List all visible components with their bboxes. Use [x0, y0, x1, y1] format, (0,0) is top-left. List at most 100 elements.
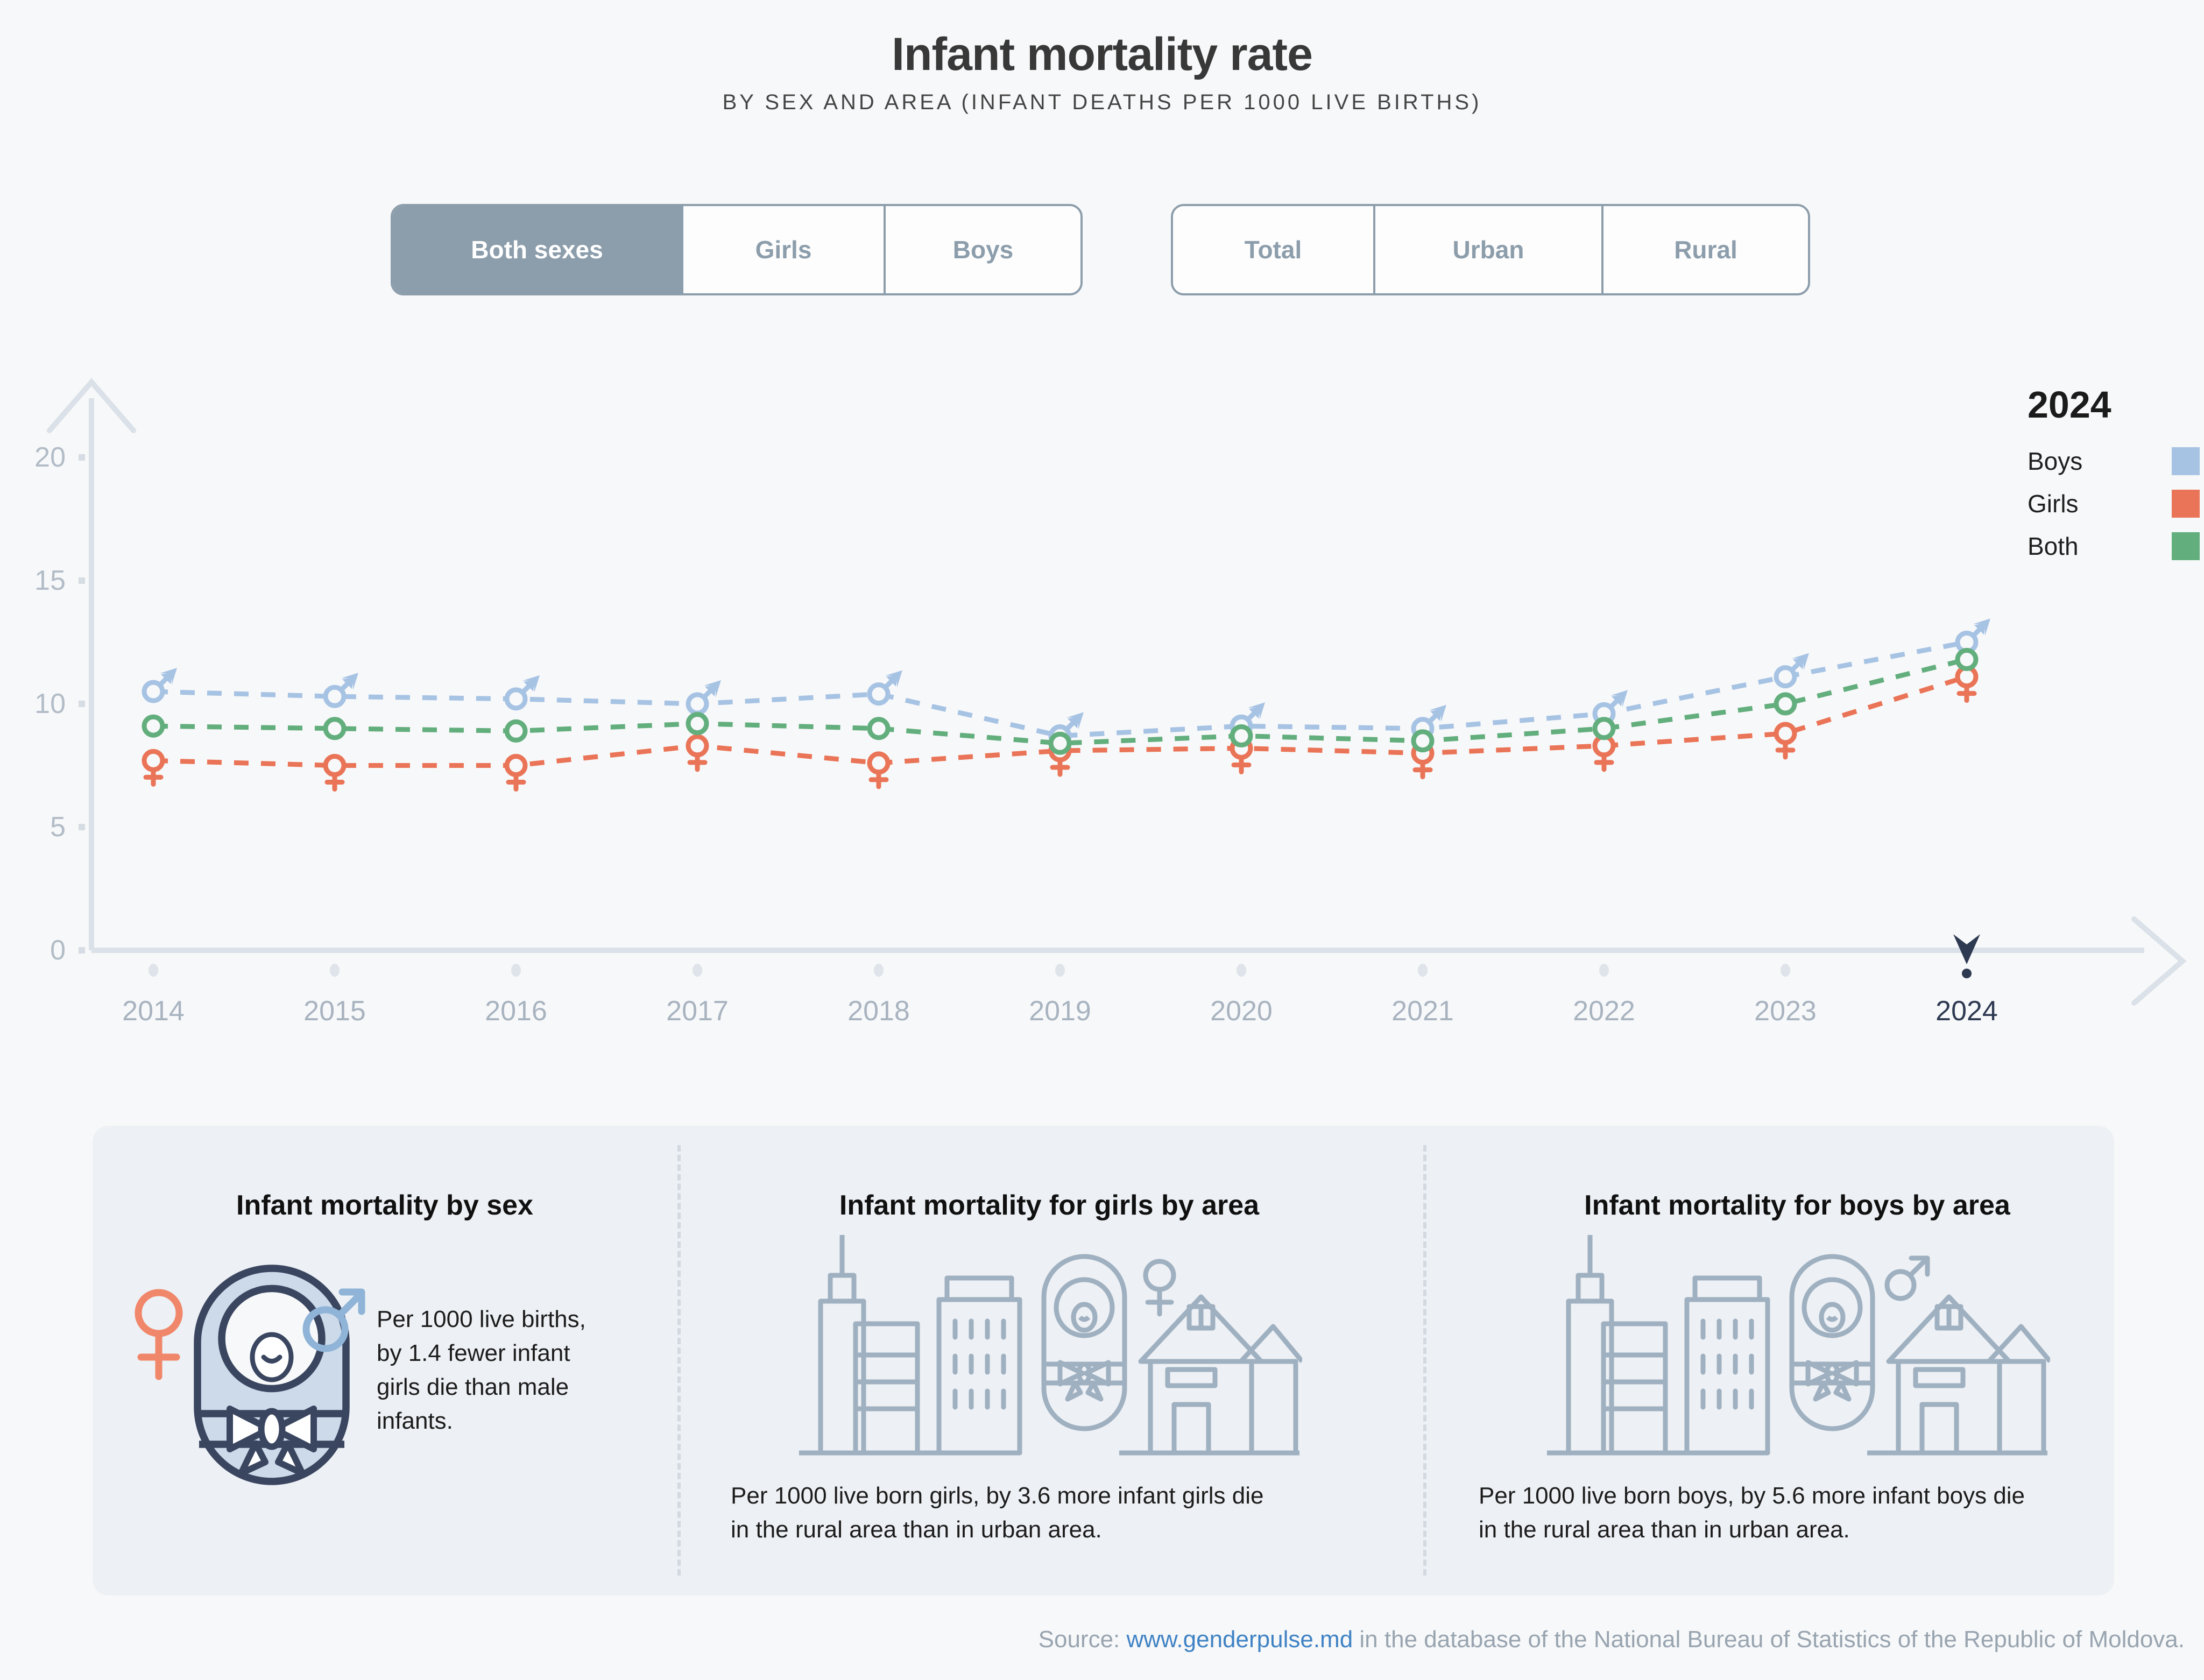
girls-color-swatch-icon [2172, 490, 2200, 518]
data-point-male-marker[interactable] [1774, 653, 1809, 689]
area-filter-rural[interactable]: Rural [1601, 206, 1808, 293]
y-axis-label: 15 [34, 565, 66, 596]
card-text-by-sex: Per 1000 live births, by 1.4 fewer infan… [377, 1306, 586, 1434]
x-axis-label[interactable]: 2014 [122, 996, 185, 1027]
legend-item-girls: Girls [2028, 489, 2200, 518]
series-line-both [153, 657, 1968, 746]
page-title: Infant mortality rate [892, 29, 1313, 80]
data-point-circle-marker[interactable] [1048, 731, 1072, 755]
data-point-female-marker[interactable] [323, 754, 347, 792]
legend-year: 2024 [2028, 384, 2111, 426]
data-point-male-marker[interactable] [1230, 702, 1265, 738]
data-point-female-marker[interactable] [142, 749, 165, 787]
x-axis-label[interactable]: 2020 [1210, 996, 1273, 1027]
card-title-boys-by-area: Infant mortality for boys by area [1584, 1190, 2010, 1221]
data-point-circle-marker[interactable] [1592, 717, 1616, 740]
x-axis-label[interactable]: 2018 [847, 996, 910, 1027]
x-tick-dot [874, 964, 884, 977]
card-title-girls-by-area: Infant mortality for girls by area [839, 1190, 1260, 1221]
data-point-female-marker[interactable] [1955, 665, 1979, 703]
boys-color-swatch-icon [2172, 447, 2200, 475]
x-axis-label[interactable]: 2016 [485, 996, 547, 1027]
data-point-male-marker[interactable] [142, 668, 177, 703]
y-tick [79, 824, 85, 830]
x-tick-dot [511, 964, 521, 977]
x-axis-label[interactable]: 2023 [1754, 996, 1817, 1027]
data-point-male-marker[interactable] [504, 675, 540, 711]
y-tick [79, 947, 85, 954]
x-axis-label[interactable]: 2019 [1029, 996, 1091, 1027]
sex-filter: Both sexes Girls Boys [391, 204, 1083, 295]
data-point-circle-marker[interactable] [142, 714, 165, 738]
source-link[interactable]: www.genderpulse.md [1126, 1626, 1353, 1653]
area-filter-urban[interactable]: Urban [1373, 206, 1601, 293]
y-axis-label: 20 [34, 442, 66, 473]
x-tick-dot [1418, 964, 1428, 977]
sex-filter-both-sexes[interactable]: Both sexes [393, 206, 681, 293]
area-filter: Total Urban Rural [1171, 204, 1810, 295]
legend-label-both: Both [2028, 532, 2079, 560]
legend-item-both: Both [2028, 532, 2200, 561]
y-tick [79, 577, 85, 584]
y-tick [79, 701, 85, 707]
legend-item-boys: Boys [2028, 447, 2200, 476]
y-axis-label: 10 [34, 688, 66, 719]
data-point-female-marker[interactable] [1774, 722, 1797, 760]
source-line: Source: www.genderpulse.md in the databa… [1039, 1626, 2185, 1653]
data-point-circle-marker[interactable] [1955, 648, 1979, 672]
data-point-female-marker[interactable] [686, 734, 709, 772]
x-axis-label[interactable]: 2022 [1573, 996, 1635, 1027]
infant-mortality-line-chart: 0 5 10 15 20 2014 2015 2016 2017 2018 2019 2020 2021… [34, 378, 2187, 1027]
data-point-circle-marker[interactable] [686, 712, 709, 736]
data-point-male-marker[interactable] [686, 680, 721, 716]
y-axis-label: 5 [50, 811, 66, 843]
x-tick-dot [1055, 964, 1065, 977]
urban-rural-girls-illustration-icon [799, 1235, 1302, 1456]
x-axis-label[interactable]: 2017 [666, 996, 729, 1027]
data-point-male-marker[interactable] [323, 673, 358, 708]
data-point-circle-marker[interactable] [1774, 692, 1797, 716]
sex-filter-boys[interactable]: Boys [884, 206, 1080, 293]
data-point-male-marker[interactable] [867, 670, 902, 706]
page-subtitle: BY SEX AND AREA (INFANT DEATHS PER 1000 … [722, 90, 1482, 114]
card-divider [677, 1145, 681, 1576]
x-axis-label[interactable]: 2015 [303, 996, 366, 1027]
female-symbol-icon [135, 1289, 183, 1380]
x-tick-dot [330, 964, 340, 977]
data-point-circle-marker[interactable] [504, 719, 528, 743]
data-point-circle-marker[interactable] [323, 717, 347, 740]
y-tick [79, 454, 85, 461]
area-filter-total[interactable]: Total [1173, 206, 1373, 293]
x-axis-label[interactable]: 2021 [1391, 996, 1454, 1027]
chart-legend: Boys Girls Both [2028, 447, 2200, 561]
chart-axes: 0 5 10 15 20 2014 2015 2016 2017 2018 2019 2020 2021… [34, 378, 2187, 1027]
info-cards-panel [93, 1126, 2114, 1596]
x-tick-dot [1237, 964, 1246, 977]
x-axis-label-selected[interactable]: 2024 [1935, 996, 1998, 1027]
legend-label-girls: Girls [2028, 490, 2079, 518]
x-tick-dot [1781, 964, 1790, 977]
both-color-swatch-icon [2172, 532, 2200, 560]
source-prefix: Source: [1038, 1626, 1127, 1653]
card-divider [1423, 1145, 1426, 1576]
x-tick-dot [693, 964, 702, 977]
card-text-boys-by-area: Per 1000 live born boys, by 5.6 more inf… [1479, 1483, 2025, 1543]
data-point-female-marker[interactable] [1592, 734, 1616, 772]
series-line-boys [153, 640, 1967, 739]
male-symbol-icon [302, 1288, 365, 1352]
x-tick-dot [149, 964, 158, 977]
source-suffix: in the database of the National Bureau o… [1353, 1626, 2185, 1653]
card-title-by-sex: Infant mortality by sex [236, 1190, 533, 1221]
sex-filter-girls[interactable]: Girls [681, 206, 884, 293]
data-point-female-marker[interactable] [504, 754, 528, 792]
data-point-circle-marker[interactable] [1230, 724, 1253, 748]
selected-year-pin-icon [1953, 934, 1980, 978]
data-point-female-marker[interactable] [867, 751, 891, 789]
data-point-circle-marker[interactable] [1411, 729, 1435, 753]
urban-rural-boys-illustration-icon [1547, 1235, 2050, 1456]
legend-label-boys: Boys [2028, 447, 2083, 475]
y-axis-label: 0 [50, 935, 66, 966]
series-line-girls [153, 674, 1968, 768]
data-point-circle-marker[interactable] [867, 717, 891, 740]
data-point-male-marker[interactable] [1955, 618, 1990, 654]
